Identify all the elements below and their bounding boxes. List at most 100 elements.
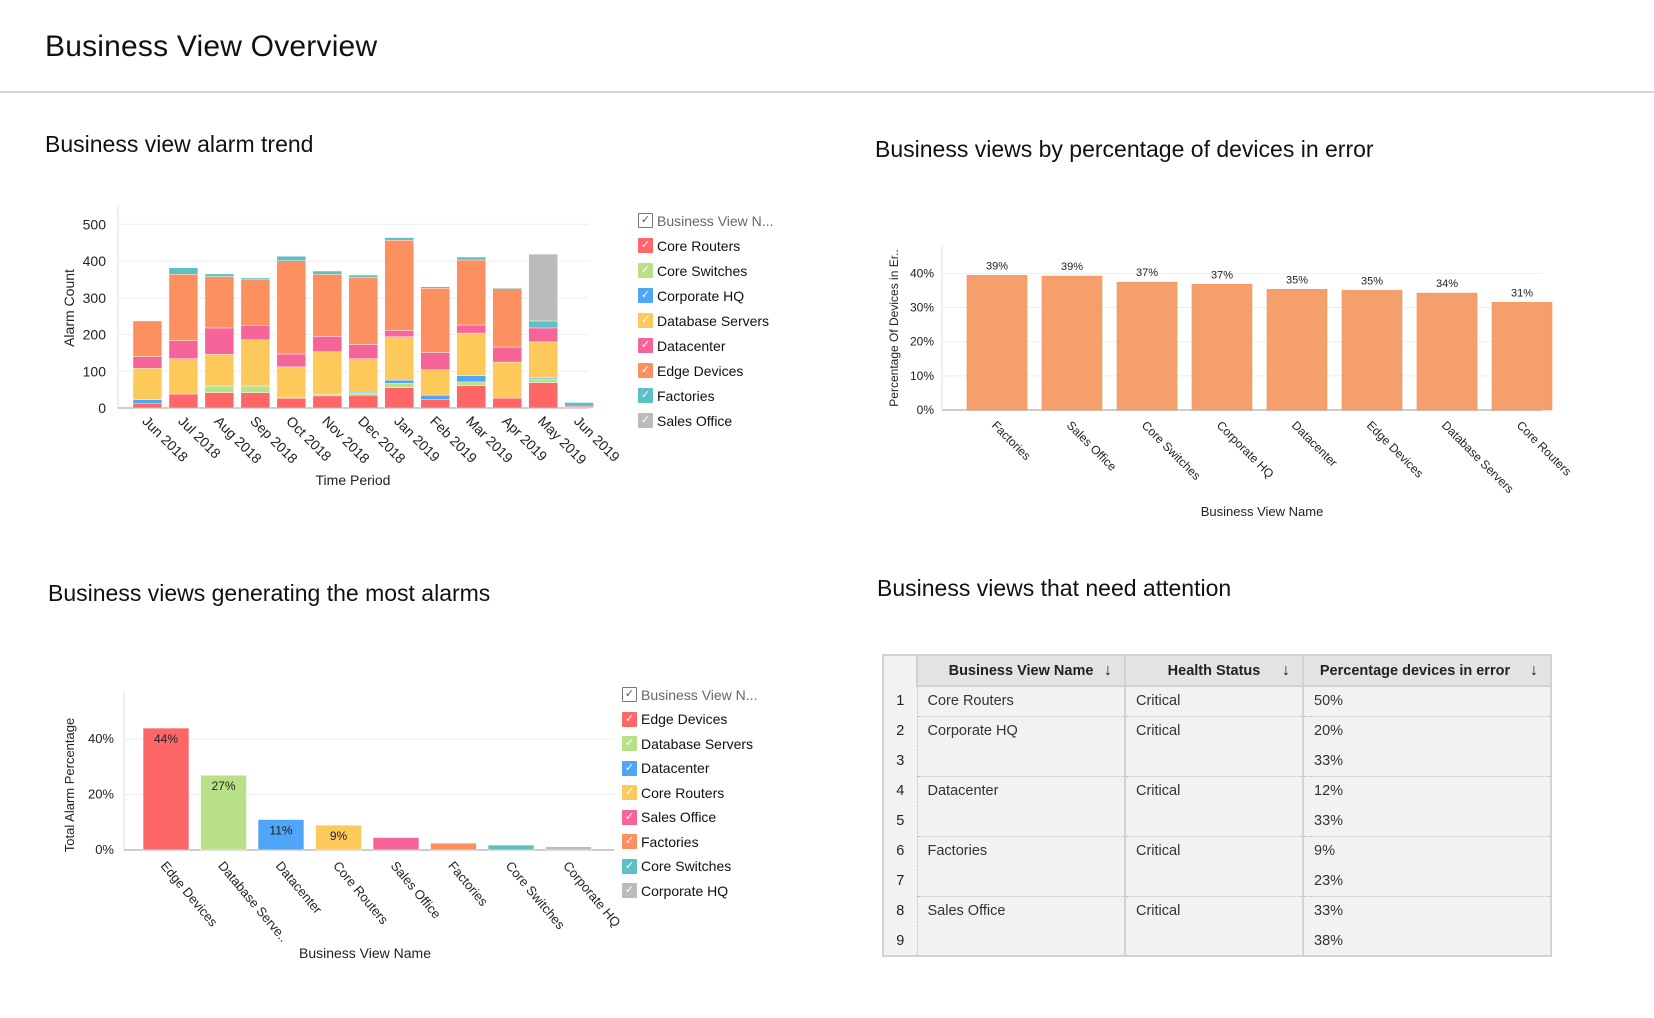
bar-segment-core-routers xyxy=(312,395,342,409)
table-row[interactable]: 8 Sales Office Critical 33% xyxy=(883,895,1552,926)
bar-segment-core-switches xyxy=(204,385,235,393)
legend-header[interactable]: ✓ Business View N... xyxy=(638,208,773,233)
checkbox-icon[interactable]: ✓ xyxy=(622,858,637,874)
x-tick-label: Sales Office xyxy=(1064,418,1120,474)
column-header-percentage-devices-in-error[interactable]: Percentage devices in error ↓ xyxy=(1303,655,1552,687)
cell-business-view-name: Factories xyxy=(917,835,1126,866)
checkbox-icon[interactable]: ✓ xyxy=(622,711,637,727)
legend-item-core-routers[interactable]: ✓ Core Routers xyxy=(622,781,757,806)
bar-segment-core-routers xyxy=(168,393,199,409)
legend-header[interactable]: ✓ Business View N... xyxy=(622,682,757,707)
column-header-health-status[interactable]: Health Status ↓ xyxy=(1125,655,1304,687)
checkbox-icon[interactable]: ✓ xyxy=(638,263,653,278)
data-label: 44% xyxy=(154,732,178,746)
checkbox-icon[interactable]: ✓ xyxy=(638,213,653,228)
legend-item-edge-devices[interactable]: ✓ Edge Devices xyxy=(622,707,757,732)
legend-item-edge-devices[interactable]: ✓ Edge Devices xyxy=(638,358,773,383)
table-row[interactable]: 9 38% xyxy=(883,926,1552,956)
alarm-trend-title: Business view alarm trend xyxy=(45,131,314,157)
bar-segment-datacenter xyxy=(204,327,235,355)
bar-segment-core-switches xyxy=(384,383,414,389)
sort-down-icon[interactable]: ↓ xyxy=(1530,662,1538,679)
y-tick-label: 400 xyxy=(83,253,107,269)
bar-segment-core-routers xyxy=(492,397,522,409)
bar-segment-edge-devices xyxy=(312,274,342,337)
legend-item-datacenter[interactable]: ✓ Datacenter xyxy=(638,333,773,358)
table-row[interactable]: 7 23% xyxy=(883,866,1552,896)
legend-item-database-servers[interactable]: ✓ Database Servers xyxy=(622,732,757,757)
cell-business-view-name: Datacenter xyxy=(917,775,1126,806)
bar-segment-core-routers xyxy=(348,394,378,409)
x-tick-label: Edge Devices xyxy=(158,858,221,929)
bar-segment-database-servers xyxy=(240,339,271,387)
legend-item-factories[interactable]: ✓ Factories xyxy=(638,383,773,408)
cell-percentage: 50% xyxy=(1303,685,1552,716)
bar-segment-factories xyxy=(528,320,558,329)
table-row[interactable]: 3 33% xyxy=(883,746,1552,776)
data-label: 11% xyxy=(269,824,292,838)
bar-segment-datacenter xyxy=(132,356,163,369)
checkbox-icon[interactable]: ✓ xyxy=(638,313,653,328)
checkbox-icon[interactable]: ✓ xyxy=(638,338,653,353)
checkbox-icon[interactable]: ✓ xyxy=(622,834,637,850)
bar xyxy=(1266,289,1328,411)
checkbox-icon[interactable]: ✓ xyxy=(622,687,637,702)
legend-title: Business View N... xyxy=(641,686,758,703)
table-row[interactable]: 2 Corporate HQ Critical 20% xyxy=(883,715,1552,746)
sort-down-icon[interactable]: ↓ xyxy=(1282,662,1290,679)
bar-segment-core-switches xyxy=(240,385,271,393)
checkbox-icon[interactable]: ✓ xyxy=(638,363,653,378)
checkbox-icon[interactable]: ✓ xyxy=(638,288,653,303)
cell-percentage: 23% xyxy=(1303,866,1552,896)
table-row[interactable]: 5 33% xyxy=(883,806,1552,836)
checkbox-icon[interactable]: ✓ xyxy=(622,883,637,899)
checkbox-icon[interactable]: ✓ xyxy=(622,736,637,752)
bar-segment-datacenter xyxy=(492,346,522,363)
bar-segment-datacenter xyxy=(348,344,378,359)
bar xyxy=(430,842,477,851)
cell-health-status xyxy=(1125,746,1304,776)
y-tick-label: 0% xyxy=(95,842,114,857)
legend-item-corporate-hq[interactable]: ✓ Corporate HQ xyxy=(638,283,773,308)
checkbox-icon[interactable]: ✓ xyxy=(622,785,637,801)
table-row[interactable]: 4 Datacenter Critical 12% xyxy=(883,775,1552,806)
checkbox-icon[interactable]: ✓ xyxy=(638,238,653,253)
bar-segment-factories xyxy=(420,286,450,289)
legend-item-sales-office[interactable]: ✓ Sales Office xyxy=(638,408,773,433)
legend-label: Corporate HQ xyxy=(657,287,745,304)
y-tick-label: 100 xyxy=(83,363,107,379)
cell-percentage: 33% xyxy=(1303,746,1552,776)
legend-item-core-routers[interactable]: ✓ Core Routers xyxy=(638,233,773,258)
legend-item-sales-office[interactable]: ✓ Sales Office xyxy=(622,805,757,830)
cell-business-view-name xyxy=(917,806,1126,836)
row-number: 2 xyxy=(883,716,918,746)
legend-item-factories[interactable]: ✓ Factories xyxy=(622,830,757,855)
legend-item-database-servers[interactable]: ✓ Database Servers xyxy=(638,308,773,333)
sort-down-icon[interactable]: ↓ xyxy=(1104,662,1112,679)
cell-health-status: Critical xyxy=(1125,895,1304,926)
legend-item-datacenter[interactable]: ✓ Datacenter xyxy=(622,756,757,781)
checkbox-icon[interactable]: ✓ xyxy=(638,413,653,428)
bar-segment-factories xyxy=(456,256,486,261)
column-header-business-view-name[interactable]: Business View Name ↓ xyxy=(917,655,1126,687)
y-axis-title: Total Alarm Percentage xyxy=(62,718,77,852)
table-row[interactable]: 6 Factories Critical 9% xyxy=(883,835,1552,866)
y-tick-label: 300 xyxy=(83,290,107,306)
checkbox-icon[interactable]: ✓ xyxy=(638,388,653,403)
legend-item-core-switches[interactable]: ✓ Core Switches xyxy=(638,258,773,283)
legend-item-corporate-hq[interactable]: ✓ Corporate HQ xyxy=(622,879,757,904)
column-label: Health Status xyxy=(1167,662,1261,679)
bar-segment-corporate-hq xyxy=(420,394,450,400)
bar-segment-core-routers xyxy=(420,398,450,409)
legend-item-core-switches[interactable]: ✓ Core Switches xyxy=(622,854,757,879)
bar xyxy=(257,819,305,851)
checkbox-icon[interactable]: ✓ xyxy=(622,760,637,776)
cell-percentage: 33% xyxy=(1303,895,1552,926)
data-label: 39% xyxy=(1061,261,1083,273)
legend-label: Sales Office xyxy=(641,809,717,826)
cell-percentage: 38% xyxy=(1303,926,1552,956)
checkbox-icon[interactable]: ✓ xyxy=(622,809,637,825)
y-tick-label: 20% xyxy=(88,787,114,802)
table-row[interactable]: 1 Core Routers Critical 50% xyxy=(883,685,1552,716)
